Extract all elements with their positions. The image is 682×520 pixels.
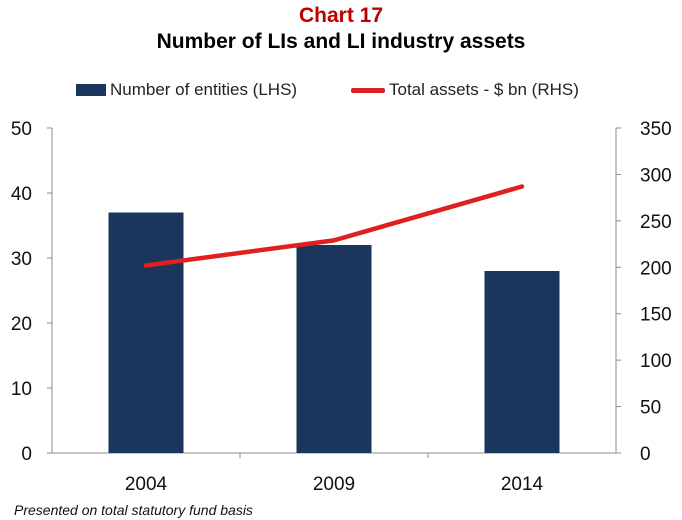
legend-label-entities: Number of entities (LHS) xyxy=(110,80,298,99)
chart-subtitle: Number of LIs and LI industry assets xyxy=(156,30,526,53)
x-tick-label: 2009 xyxy=(313,474,355,495)
line-series xyxy=(143,184,525,268)
right-tick-label: 100 xyxy=(640,351,672,372)
left-tick-label: 40 xyxy=(11,184,32,205)
bars xyxy=(108,212,560,453)
legend-line-swatch xyxy=(351,87,385,93)
right-tick-label: 50 xyxy=(640,398,661,419)
legend-label-assets: Total assets - $ bn (RHS) xyxy=(389,80,579,99)
left-tick-label: 10 xyxy=(11,379,32,400)
right-tick-label: 200 xyxy=(640,258,672,279)
left-tick-label: 30 xyxy=(11,249,32,270)
legend: Number of entities (LHS) Total assets - … xyxy=(0,80,682,102)
right-tick-label: 300 xyxy=(640,165,672,186)
legend-item-entities: Number of entities (LHS) xyxy=(76,80,297,100)
bar-2014 xyxy=(484,271,560,453)
total-assets-line xyxy=(143,184,525,268)
left-tick-label: 50 xyxy=(11,119,32,140)
right-tick-label: 150 xyxy=(640,305,672,326)
left-tick-label: 0 xyxy=(21,444,32,465)
footnote: Presented on total statutory fund basis xyxy=(14,502,253,518)
chart-title: Chart 17 xyxy=(298,4,384,27)
x-tick-label: 2014 xyxy=(501,474,544,495)
x-tick-label: 2004 xyxy=(125,474,168,495)
left-tick-label: 20 xyxy=(11,314,32,335)
axes xyxy=(47,127,621,458)
right-tick-label: 0 xyxy=(640,444,651,465)
tick-labels: 0 10 20 30 40 50 0 50 100 150 200 250 300 350 2004 2009… xyxy=(11,119,672,495)
legend-bar-swatch xyxy=(76,84,106,96)
right-tick-label: 350 xyxy=(640,119,672,140)
bar-2004 xyxy=(108,212,184,453)
legend-item-assets: Total assets - $ bn (RHS) xyxy=(351,80,579,100)
right-tick-label: 250 xyxy=(640,212,672,233)
bar-2009 xyxy=(296,245,372,453)
